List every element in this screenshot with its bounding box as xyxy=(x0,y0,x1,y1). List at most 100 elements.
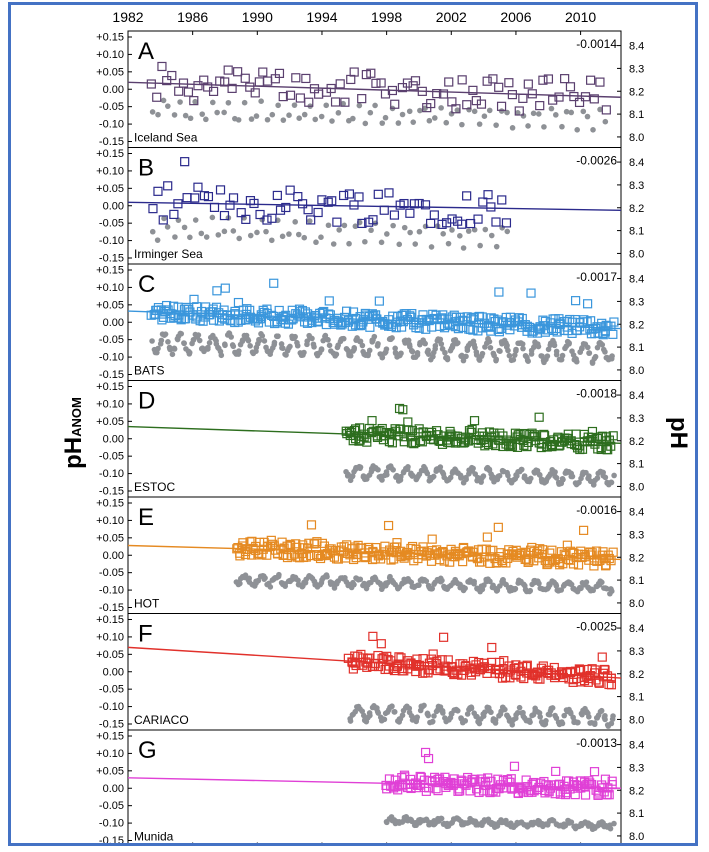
anomaly-point xyxy=(607,776,617,786)
anomaly-point xyxy=(477,312,487,322)
anomaly-point xyxy=(420,200,431,210)
ph-point xyxy=(323,102,330,109)
anomaly-point xyxy=(240,73,250,83)
ph-point xyxy=(271,339,278,346)
ph-point xyxy=(367,109,374,116)
anomaly-point xyxy=(233,317,243,327)
anomaly-point xyxy=(544,557,555,567)
ph-point xyxy=(553,475,560,481)
ph-point xyxy=(162,331,169,337)
site-label: Munida xyxy=(134,830,174,844)
ph-point xyxy=(590,587,596,594)
ph-point xyxy=(586,350,592,356)
anomaly-point xyxy=(300,307,311,317)
anomaly-point xyxy=(249,198,259,209)
ph-point xyxy=(454,340,461,346)
ph-point xyxy=(275,333,281,339)
right-y-tick-label: 8.2 xyxy=(629,785,644,797)
ph-point xyxy=(410,119,417,125)
right-y-tick-label: 8.0 xyxy=(629,831,644,843)
top-x-tick-label: 2002 xyxy=(436,9,467,25)
anomaly-point xyxy=(303,205,313,215)
anomaly-point xyxy=(381,427,391,438)
left-y-tick-label: -0.10 xyxy=(99,468,124,480)
ph-point xyxy=(255,577,261,584)
anomaly-point xyxy=(183,87,194,97)
ph-point xyxy=(399,111,406,118)
ph-point xyxy=(449,227,455,233)
ph-point xyxy=(192,217,199,223)
ph-point xyxy=(384,579,391,586)
anomaly-point xyxy=(587,426,598,437)
ph-point xyxy=(487,578,493,585)
anomaly-point xyxy=(482,76,492,86)
slope-label: -0.0025 xyxy=(576,620,617,634)
ph-point xyxy=(187,234,193,241)
ph-point xyxy=(447,474,454,481)
anomaly-point xyxy=(537,550,548,560)
ph-point xyxy=(584,344,591,351)
ph-point xyxy=(407,229,413,236)
anomaly-point xyxy=(518,93,528,103)
anomaly-point xyxy=(565,82,576,92)
anomaly-point xyxy=(592,556,602,566)
ph-point xyxy=(537,714,543,720)
anomaly-point xyxy=(384,437,395,447)
ph-point xyxy=(414,714,421,720)
ph-point xyxy=(518,466,525,473)
left-y-tick-label: +0.15 xyxy=(96,381,124,393)
anomaly-point xyxy=(233,67,243,77)
anomaly-point xyxy=(449,310,459,320)
right-y-tick-label: 8.4 xyxy=(629,507,644,519)
top-x-tick-label: 1990 xyxy=(242,9,273,25)
ph-point xyxy=(164,224,171,230)
ph-point xyxy=(486,466,493,473)
anomaly-point xyxy=(349,200,359,210)
ph-point xyxy=(165,103,171,109)
ph-point xyxy=(198,230,205,237)
ph-point xyxy=(477,242,483,249)
ph-point xyxy=(186,351,193,357)
ph-point xyxy=(492,720,499,726)
ph-point xyxy=(586,473,592,479)
panel-b: +0.15 +0.10 +0.05 0.00 -0.05 -0.10 -0.15 8.4 8.3… xyxy=(96,147,644,265)
anomaly-point xyxy=(517,313,527,324)
anomaly-point xyxy=(212,286,222,296)
left-y-tick-label: -0.15 xyxy=(99,136,124,148)
right-y-tick-label: 8.3 xyxy=(629,180,644,192)
left-y-tick-label: +0.10 xyxy=(96,748,124,760)
ph-point xyxy=(498,108,505,114)
anomaly-point xyxy=(432,88,442,99)
anomaly-point xyxy=(274,68,285,78)
anomaly-point xyxy=(496,323,506,334)
ph-point xyxy=(222,342,228,349)
ph-point xyxy=(365,352,371,359)
left-y-tick-label: -0.05 xyxy=(99,800,124,812)
anomaly-point xyxy=(357,218,367,229)
ph-point xyxy=(333,351,340,358)
anomaly-point xyxy=(408,81,418,91)
anomaly-point xyxy=(248,543,258,554)
ph-point xyxy=(230,343,237,350)
anomaly-point xyxy=(462,100,472,110)
anomaly-point xyxy=(591,675,601,685)
ph-point xyxy=(425,712,432,719)
left-y-tick-label: 0.00 xyxy=(103,666,124,678)
right-y-tick-label: 8.4 xyxy=(629,390,644,402)
ph-point xyxy=(438,105,444,111)
ph-point xyxy=(559,720,566,727)
anomaly-point xyxy=(570,296,581,306)
ph-point xyxy=(261,338,268,344)
ph-point xyxy=(465,228,472,234)
anomaly-point xyxy=(162,76,172,86)
anomaly-point xyxy=(241,214,251,224)
ph-point xyxy=(536,472,543,478)
anomaly-point xyxy=(534,412,544,422)
ph-point xyxy=(389,335,395,341)
anomaly-point xyxy=(413,661,423,671)
anomaly-point xyxy=(267,539,278,549)
ph-point xyxy=(171,346,178,352)
ph-point xyxy=(391,709,398,715)
anomaly-point xyxy=(365,322,375,332)
anomaly-point xyxy=(330,97,341,107)
